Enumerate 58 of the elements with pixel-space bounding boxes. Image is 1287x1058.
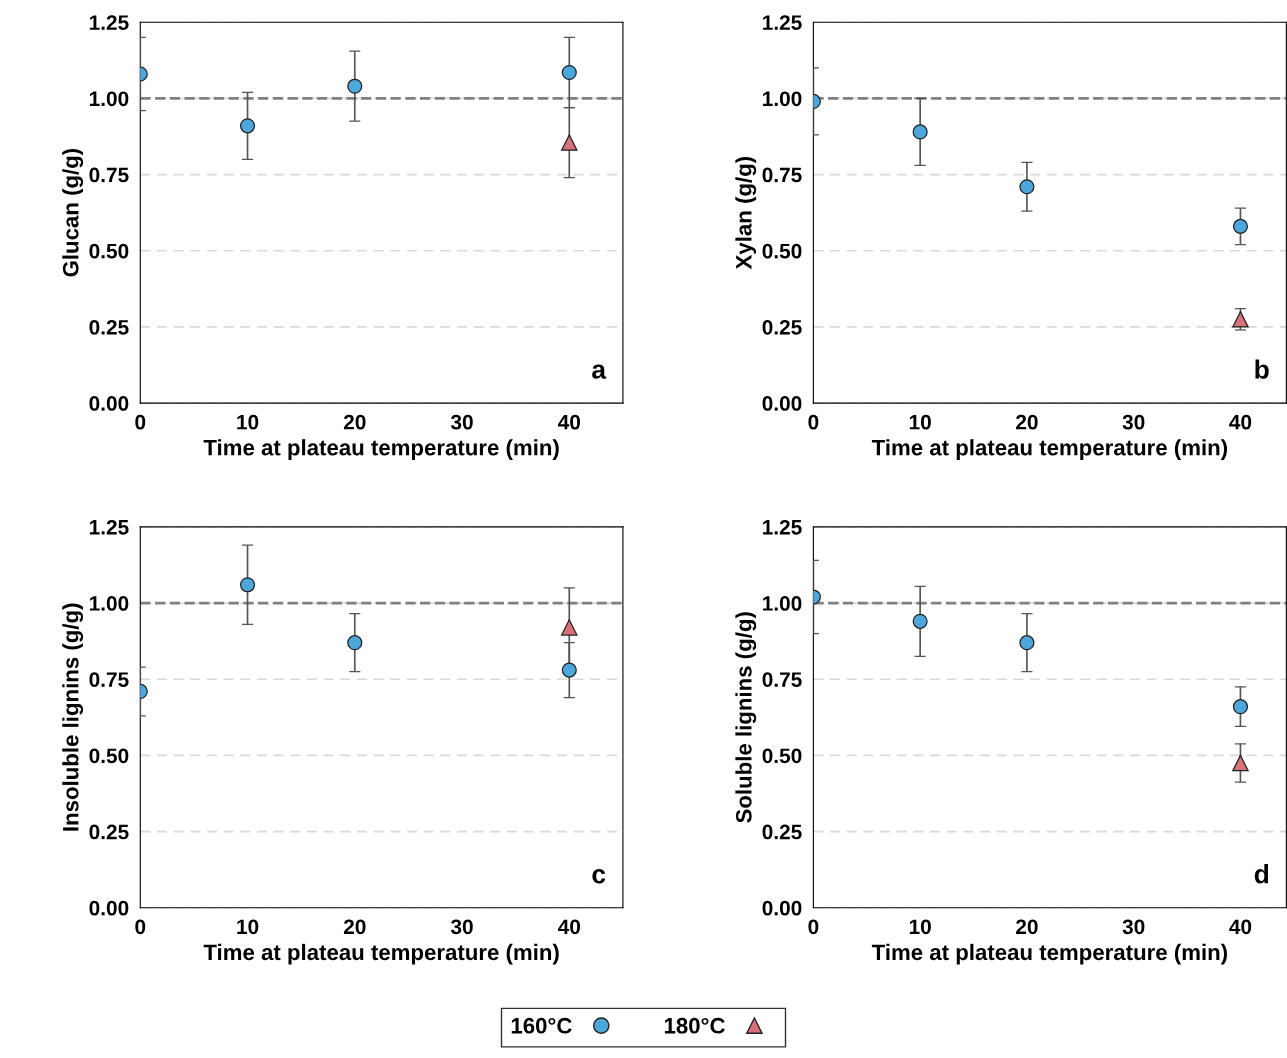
y-tick-label: 0.25 — [89, 319, 129, 335]
y-tick-label: 1.00 — [89, 596, 129, 611]
annotation: b — [1255, 359, 1269, 379]
y-tick-label: 0.25 — [89, 824, 129, 840]
y-tick-label: 0.50 — [762, 748, 802, 764]
y-tick-label: 0.50 — [89, 243, 129, 259]
annotation: c — [592, 869, 606, 884]
annotation: d — [1254, 864, 1269, 884]
x-tick-label: 10 — [909, 414, 931, 430]
y-tick-label: 0.00 — [89, 900, 129, 916]
x-tick-label: 30 — [450, 919, 473, 935]
x-tick-label: 10 — [237, 919, 259, 935]
x-axis-title: Time at plateau temperature (min) — [203, 439, 559, 460]
x-tick-label: 20 — [1016, 414, 1038, 430]
x-tick-label: 0 — [808, 919, 819, 935]
y-tick-label: 0.25 — [762, 319, 802, 335]
x-tick-label: 20 — [343, 919, 366, 935]
x-tick-label: 30 — [1122, 414, 1145, 430]
x-axis-title: Time at plateau temperature (min) — [871, 439, 1228, 460]
x-tick-label: 30 — [450, 414, 473, 430]
legend-label: 160°C — [511, 1017, 572, 1034]
x-tick-label: 20 — [1016, 919, 1038, 935]
y-axis-title: Insoluble lignins (g/g) — [62, 603, 84, 831]
x-tick-label: 0 — [135, 919, 146, 935]
y-tick-label: 1.00 — [89, 91, 129, 107]
legend-label: 180°C — [664, 1017, 725, 1034]
x-tick-label: 40 — [1229, 919, 1252, 935]
x-tick-label: 0 — [135, 414, 146, 430]
y-tick-label: 1.25 — [89, 15, 129, 30]
y-tick-label: 0.50 — [89, 748, 129, 764]
x-tick-label: 20 — [343, 414, 366, 430]
y-tick-label: 1.00 — [763, 91, 802, 107]
y-tick-label: 0.75 — [762, 672, 802, 687]
y-axis-title: Soluble lignins (g/g) — [735, 612, 757, 823]
y-tick-label: 0.00 — [762, 900, 802, 916]
x-tick-label: 40 — [1229, 414, 1252, 430]
y-tick-label: 0.75 — [762, 167, 802, 183]
y-tick-label: 0.00 — [762, 396, 802, 411]
y-tick-label: 1.25 — [89, 519, 129, 535]
x-axis-title: Time at plateau temperature (min) — [203, 943, 559, 965]
y-axis-title: Glucan (g/g) — [62, 148, 84, 277]
y-tick-label: 1.25 — [763, 15, 802, 30]
y-tick-label: 1.00 — [763, 596, 802, 611]
x-tick-label: 40 — [558, 919, 581, 935]
x-axis-title: Time at plateau temperature (min) — [871, 943, 1228, 965]
y-axis-title: Xylan (g/g) — [735, 156, 757, 270]
y-tick-label: 0.00 — [89, 396, 129, 411]
x-tick-label: 10 — [237, 414, 259, 430]
x-tick-label: 0 — [808, 414, 819, 430]
y-tick-label: 0.50 — [762, 243, 802, 259]
y-tick-label: 0.75 — [89, 672, 129, 687]
x-tick-label: 30 — [1122, 919, 1145, 935]
annotation: a — [592, 364, 607, 379]
x-tick-label: 10 — [909, 919, 931, 935]
y-tick-label: 0.25 — [762, 824, 802, 840]
y-tick-label: 0.75 — [89, 167, 129, 183]
x-tick-label: 40 — [558, 414, 581, 430]
y-tick-label: 1.25 — [763, 519, 802, 535]
